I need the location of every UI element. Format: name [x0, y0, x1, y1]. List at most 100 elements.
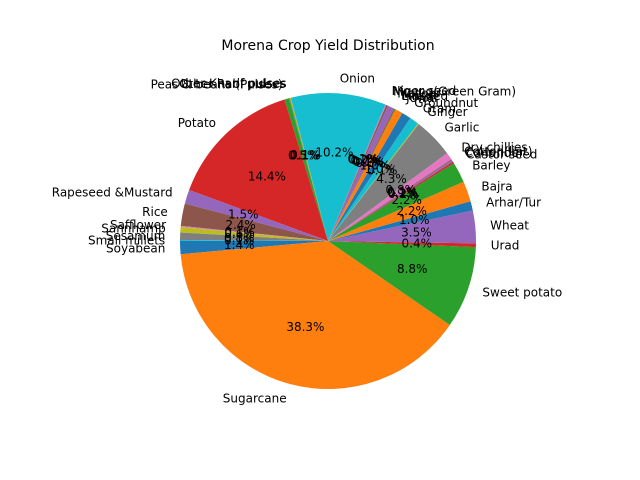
pie-slice-cotton-lint: [328, 159, 452, 241]
pie-slice-other-rabi-pulses: [288, 97, 328, 242]
slice-label-coriander: Coriander: [465, 146, 524, 160]
slice-percent-urad: 0.4%: [402, 237, 433, 251]
slice-percent-bajra: 2.2%: [396, 204, 427, 218]
slice-percent-small-millets: 0.1%: [224, 234, 255, 248]
pie-slice-rapeseed-mustard: [184, 190, 328, 241]
slice-label-maize: Maize: [401, 89, 436, 103]
pie-slice-jowar: [328, 109, 403, 241]
slice-label-cotton-lint: Cotton(lint): [464, 145, 532, 159]
slice-label-other-rabi-pulses: Other Rabi pulses: [179, 77, 286, 91]
pie-slice-potato: [189, 99, 328, 241]
pie-slice-groundnut: [328, 112, 411, 242]
slice-percent-cotton-lint: 0.1%: [387, 185, 418, 199]
slice-label-rapeseed-mustard: Rapeseed &Mustard: [52, 185, 173, 199]
slice-label-linseed: Linseed: [402, 89, 448, 103]
slice-label-sesamum: Sesamum: [106, 229, 166, 243]
slice-percent-soyabean: 1.4%: [224, 238, 255, 252]
slice-percent-dry-chillies: 0.8%: [386, 183, 417, 197]
slice-percent-sesamum: 0.8%: [224, 231, 255, 245]
slice-label-small-millets: Small millets: [88, 234, 165, 248]
slice-percent-potato: 14.4%: [248, 170, 286, 184]
pie-slice-rice: [180, 203, 328, 241]
slice-label-onion: Onion: [340, 72, 375, 86]
slice-percent-other-kharif-pulses: 0.1%: [290, 148, 321, 162]
pie-slice-moong-green-gram: [328, 104, 388, 242]
slice-labels: Soyabean Sugarcane Sweet potato Urad Wheat Ar…: [52, 72, 562, 406]
pie-slice-soyabean: [180, 241, 328, 255]
slice-percent-groundnut: 1.0%: [360, 159, 391, 173]
slice-label-barley: Barley: [472, 158, 510, 172]
slice-percent-masoor: 0.7%: [351, 154, 382, 168]
pie-slice-bajra: [328, 181, 471, 241]
slice-label-soyabean: Soyabean: [106, 241, 165, 255]
slice-percent-labels: 1.4%38.3%8.8%0.4%3.5%1.0%2.2%2.2%0.2%0.2…: [224, 145, 432, 334]
pie-slice-wheat: [328, 210, 476, 244]
slice-percent-sannhamp: 0.6%: [224, 227, 255, 241]
slice-label-safflower: Safflower: [110, 218, 166, 232]
pie-slice-gram: [328, 117, 418, 241]
pie-slice-onion: [290, 92, 386, 241]
slice-percent-gram: 1.0%: [364, 162, 395, 176]
slice-label-niger-seed: Niger seed: [392, 84, 457, 98]
chart-title: Morena Crop Yield Distribution: [221, 38, 434, 54]
slice-label-moong-green-gram: Moong(Green Gram): [393, 85, 516, 99]
slice-percent-linseed: 0.1%: [353, 155, 384, 169]
pie-slice-safflower: [180, 225, 328, 241]
pie-slice-niger-seed: [328, 104, 387, 241]
slice-percent-niger-seed: 0.1%: [347, 152, 378, 166]
slice-percent-rapeseed-mustard: 1.5%: [228, 208, 259, 222]
slice-label-castor-seed: Castor seed: [466, 148, 537, 162]
pie-slice-castor-seed: [328, 161, 454, 241]
slice-percent-moong-green-gram: 0.2%: [348, 153, 379, 167]
slice-label-sannhamp: Sannhamp: [101, 222, 165, 236]
pie-slice-ginger: [328, 123, 419, 241]
slice-percent-jowar: 0.8%: [355, 156, 386, 170]
slice-label-groundnut: Groundnut: [414, 96, 478, 110]
pie-slice-small-millets: [179, 240, 328, 241]
slice-percent-rice: 2.4%: [225, 218, 256, 232]
slice-percent-garlic: 4.3%: [376, 172, 407, 186]
slice-label-urad: Urad: [491, 239, 520, 253]
pie-slice-coriander: [328, 160, 453, 241]
slice-label-peas-beans-pulses: Peas & beans (Pulses): [151, 78, 283, 92]
slice-label-jowar: Jowar: [405, 91, 439, 105]
slice-percent-ginger: 0.1%: [367, 164, 398, 178]
pie-slice-sugarcane: [180, 241, 450, 390]
slice-percent-other-rabi-pulses: 0.1%: [290, 148, 321, 162]
slice-percent-coriander: 0.2%: [387, 186, 418, 200]
slice-label-other-kharif-pulses: Other Kharif pulses: [171, 77, 286, 91]
pie-slice-barley: [328, 163, 464, 241]
pie-slice-garlic: [328, 124, 448, 241]
pie-slice-sesamum: [180, 232, 328, 241]
slice-label-bajra: Bajra: [481, 179, 512, 193]
pie-slice-peas-beans-pulses: [284, 98, 328, 242]
slice-percent-onion: 10.2%: [315, 145, 353, 159]
slice-label-garlic: Garlic: [445, 120, 480, 134]
slice-percent-maize: 0.1%: [353, 155, 384, 169]
slice-label-ginger: Ginger: [427, 105, 467, 119]
slice-label-wheat: Wheat: [490, 218, 529, 232]
slice-label-rice: Rice: [142, 205, 168, 219]
pie-slice-dry-chillies: [328, 153, 452, 241]
slice-percent-wheat: 3.5%: [401, 226, 432, 240]
pie-slice-arhar-tur: [328, 201, 473, 241]
pie-slice-urad: [328, 241, 476, 248]
slice-label-dry-chillies: Dry chillies: [461, 141, 527, 155]
slice-percent-sweet-potato: 8.8%: [397, 262, 428, 276]
slice-label-masoor: Masoor: [397, 87, 441, 101]
slice-percent-sugarcane: 38.3%: [286, 320, 324, 334]
slice-percent-castor-seed: 0.2%: [388, 187, 419, 201]
pie-slice-linseed: [328, 108, 396, 242]
pie-slices: [179, 92, 476, 390]
slice-percent-peas-beans-pulses: 0.5%: [288, 149, 319, 163]
pie-slice-maize: [328, 108, 395, 241]
slice-label-sugarcane: Sugarcane: [223, 391, 287, 405]
slice-label-gram: Gram: [423, 102, 456, 116]
pie-slice-sannhamp: [180, 226, 328, 241]
slice-label-potato: Potato: [178, 116, 216, 130]
slice-percent-barley: 2.2%: [391, 193, 422, 207]
slice-percent-arhar-tur: 1.0%: [399, 213, 430, 227]
slice-label-arhar-tur: Arhar/Tur: [486, 195, 541, 209]
